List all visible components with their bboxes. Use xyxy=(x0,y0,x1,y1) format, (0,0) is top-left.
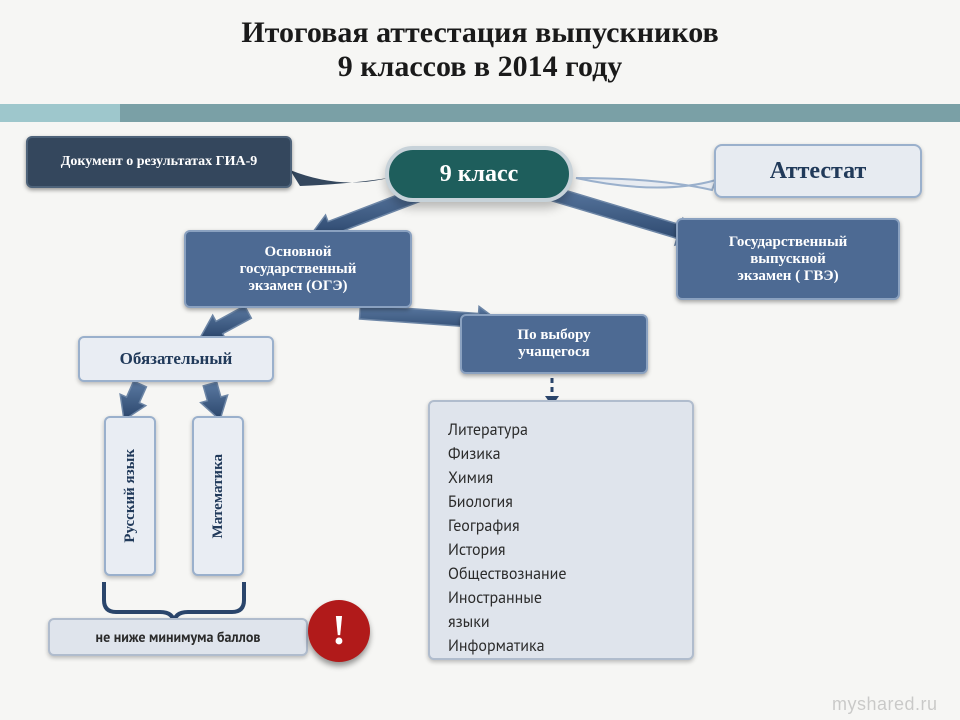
stage: Итоговая аттестация выпускников 9 классо… xyxy=(0,0,960,720)
accent-seg-1 xyxy=(0,104,120,122)
callout-tail-cert xyxy=(576,178,716,190)
node-optional-label: По выбору учащегося xyxy=(517,327,590,361)
subject-russian: Русский язык xyxy=(104,416,156,576)
root-label: 9 класс xyxy=(440,161,519,188)
title-line-1: Итоговая аттестация выпускников xyxy=(241,16,718,49)
subject-math: Математика xyxy=(192,416,244,576)
accent-bar xyxy=(0,104,960,122)
node-mandatory-label: Обязательный xyxy=(120,349,233,369)
subject-russian-label: Русский язык xyxy=(122,449,139,543)
root-node: 9 класс xyxy=(385,146,573,202)
min-score-note: не ниже минимума баллов xyxy=(48,618,308,656)
watermark-text: myshared.ru xyxy=(832,694,938,714)
callout-cert: Аттестат xyxy=(714,144,922,198)
accent-seg-2 xyxy=(120,104,960,122)
callout-cert-label: Аттестат xyxy=(770,158,867,185)
node-mandatory: Обязательный xyxy=(78,336,274,382)
callout-tail-doc xyxy=(290,170,388,186)
list-item: Обществознание xyxy=(448,562,674,586)
list-item: языки xyxy=(448,610,674,634)
node-optional: По выбору учащегося xyxy=(460,314,648,374)
watermark: myshared.ru xyxy=(832,694,938,715)
list-item: Литература xyxy=(448,418,674,442)
callout-doc-label: Документ о результатах ГИА-9 xyxy=(61,154,258,170)
exclamation-text: ! xyxy=(332,607,346,655)
node-gve: Государственный выпускной экзамен ( ГВЭ) xyxy=(676,218,900,300)
list-item: Биология xyxy=(448,490,674,514)
node-oge-label: Основной государственный экзамен (ОГЭ) xyxy=(240,244,357,295)
list-item: Физика xyxy=(448,442,674,466)
exclamation-icon: ! xyxy=(308,600,370,662)
node-gve-label: Государственный выпускной экзамен ( ГВЭ) xyxy=(729,234,848,285)
list-item: Иностранные xyxy=(448,586,674,610)
min-score-label: не ниже минимума баллов xyxy=(96,628,261,646)
node-oge: Основной государственный экзамен (ОГЭ) xyxy=(184,230,412,308)
list-item: Информатика xyxy=(448,634,674,658)
list-item: География xyxy=(448,514,674,538)
subject-math-label: Математика xyxy=(210,454,227,538)
callout-doc: Документ о результатах ГИА-9 xyxy=(26,136,292,188)
title-line-2: 9 классов в 2014 году xyxy=(338,50,623,83)
optional-list: ЛитератураФизикаХимияБиологияГеографияИс… xyxy=(428,400,694,660)
list-item: История xyxy=(448,538,674,562)
page-title: Итоговая аттестация выпускников 9 классо… xyxy=(0,16,960,84)
list-item: Химия xyxy=(448,466,674,490)
